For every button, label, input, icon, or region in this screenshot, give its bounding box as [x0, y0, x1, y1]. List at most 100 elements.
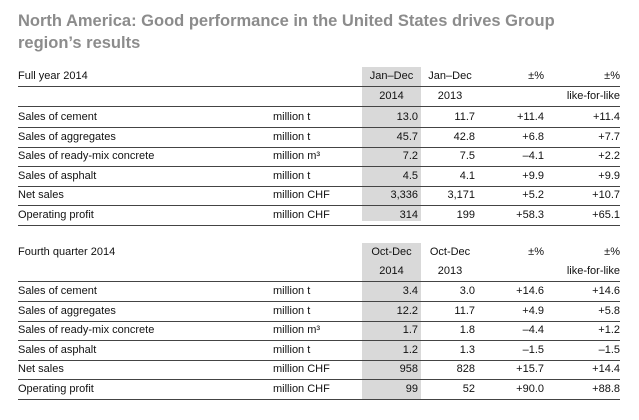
col-2014-head: Jan–Dec: [369, 70, 414, 82]
col-change-head: ±%: [528, 246, 544, 258]
section-label: Full year 2014: [18, 70, 88, 82]
row-unit: million m³: [273, 150, 321, 162]
col-2014-head: Oct-Dec: [371, 246, 412, 258]
table-row: Sales of aggregates million t 45.7 42.8 +6.8…: [18, 128, 620, 148]
value-2014: 3.4: [402, 285, 418, 297]
value-lfl: +65.1: [592, 208, 620, 221]
value-lfl: +5.8: [598, 304, 620, 317]
header-row-2: 2014 2013 like-for-like: [18, 87, 620, 107]
row-unit: million CHF: [273, 382, 330, 395]
value-2014: 99: [405, 382, 418, 395]
row-unit: million t: [273, 111, 311, 123]
row-unit: million t: [273, 304, 311, 317]
table-row: Sales of cement million t 3.4 3.0 +14.6 +14.6: [18, 282, 620, 302]
highlight-column: [362, 67, 421, 221]
value-lfl: –1.5: [598, 343, 620, 356]
row-label: Sales of asphalt: [18, 343, 97, 356]
row-label: Operating profit: [18, 382, 94, 395]
value-2014: 4.5: [402, 169, 418, 182]
title-line-1: North America: Good performance in the U…: [18, 12, 555, 30]
value-change: +90.0: [516, 382, 544, 395]
value-2013: 7.5: [459, 150, 475, 162]
table-row: Net sales million CHF 3,336 3,171 +5.2 +10.7: [18, 186, 620, 206]
table-row: Sales of ready-mix concrete million m³ 1.7…: [18, 321, 620, 341]
col-lfl-head: ±%: [604, 70, 620, 82]
value-change: –1.5: [522, 343, 544, 356]
value-lfl: +11.4: [592, 111, 620, 123]
row-unit: million m³: [273, 324, 321, 336]
fourth-quarter-table: Fourth quarter 2014 Oct-Dec Oct-Dec ±% ±…: [18, 243, 620, 400]
table-row: Sales of cement million t 13.0 11.7 +11.4 +11…: [18, 108, 620, 128]
value-2014: 13.0: [396, 111, 418, 123]
value-change: +58.3: [516, 208, 544, 221]
row-label: Net sales: [18, 189, 64, 201]
section-label: Fourth quarter 2014: [18, 246, 116, 258]
header-row: Fourth quarter 2014 Oct-Dec Oct-Dec ±% ±…: [18, 243, 620, 262]
col-change-head: ±%: [528, 70, 544, 82]
table-row: Operating profit million CHF 99 52 +90.0 +88.…: [18, 380, 620, 400]
value-change: +14.6: [516, 285, 544, 297]
table-row: Sales of asphalt million t 4.5 4.1 +9.9 +9.9: [18, 167, 620, 187]
row-unit: million t: [273, 169, 311, 182]
value-lfl: +1.2: [598, 324, 620, 336]
value-2014: 314: [399, 208, 418, 221]
row-label: Sales of ready-mix concrete: [18, 324, 155, 336]
row-unit: million t: [273, 343, 311, 356]
value-2013: 828: [456, 363, 475, 375]
value-change: +15.7: [516, 363, 544, 375]
row-unit: million CHF: [273, 363, 330, 375]
row-unit: million t: [273, 285, 311, 297]
row-unit: million CHF: [273, 189, 330, 201]
value-lfl: +14.6: [592, 285, 620, 297]
col-2013-year: 2013: [437, 90, 463, 102]
value-2014: 45.7: [396, 130, 418, 143]
table-row: Sales of asphalt million t 1.2 1.3 –1.5 –1.5: [18, 341, 620, 361]
value-2013: 52: [462, 382, 475, 395]
value-2014: 1.2: [402, 343, 418, 356]
header-row: Full year 2014 Jan–Dec Jan–Dec ±% ±%: [18, 67, 620, 87]
value-2013: 1.3: [459, 343, 475, 356]
value-2014: 1.7: [402, 324, 418, 336]
col-2013-head: Jan–Dec: [428, 70, 472, 82]
row-label: Sales of aggregates: [18, 130, 116, 143]
row-label: Sales of cement: [18, 285, 97, 297]
value-2013: 4.1: [459, 169, 475, 182]
header-row-2: 2014 2013 like-for-like: [18, 262, 620, 282]
value-lfl: +14.4: [592, 363, 620, 375]
row-label: Net sales: [18, 363, 64, 375]
value-2013: 199: [456, 208, 475, 221]
title-line-2: region’s results: [18, 34, 141, 52]
value-2014: 12.2: [396, 304, 418, 317]
col-2014-year: 2014: [379, 90, 404, 102]
col-2013-year: 2013: [437, 265, 463, 277]
value-lfl: +88.8: [592, 382, 620, 395]
value-2013: 1.8: [459, 324, 475, 336]
value-change: +9.9: [522, 169, 544, 182]
value-2014: 958: [399, 363, 418, 375]
table-row: Operating profit million CHF 314 199 +58.3 +6…: [18, 206, 620, 226]
page-title: North America: Good performance in the U…: [18, 10, 618, 54]
table-row: Net sales million CHF 958 828 +15.7 +14.4: [18, 360, 620, 380]
table-row: Sales of aggregates million t 12.2 11.7 +4.9…: [18, 302, 620, 322]
value-2013: 3,171: [447, 189, 475, 201]
col-lfl-head: ±%: [604, 246, 620, 258]
value-change: –4.1: [522, 150, 544, 162]
value-change: –4.4: [522, 324, 544, 336]
row-label: Sales of aggregates: [18, 304, 116, 317]
value-change: +5.2: [522, 189, 544, 201]
table-row: Sales of ready-mix concrete million m³ 7.2…: [18, 147, 620, 167]
col-2013-head: Oct-Dec: [429, 246, 471, 258]
col-lfl-subhead: like-for-like: [566, 90, 620, 102]
col-2014-year: 2014: [379, 265, 404, 277]
full-year-table: Full year 2014 Jan–Dec Jan–Dec ±% ±% 201…: [18, 67, 620, 226]
value-2013: 42.8: [453, 130, 475, 143]
row-label: Sales of ready-mix concrete: [18, 150, 155, 162]
value-2013: 11.7: [454, 304, 475, 317]
value-2013: 3.0: [459, 285, 475, 297]
value-change: +4.9: [522, 304, 544, 317]
row-label: Operating profit: [18, 208, 94, 221]
row-unit: million CHF: [273, 208, 330, 221]
value-2014: 3,336: [390, 189, 418, 201]
row-label: Sales of cement: [18, 111, 97, 123]
value-lfl: +2.2: [598, 150, 620, 162]
